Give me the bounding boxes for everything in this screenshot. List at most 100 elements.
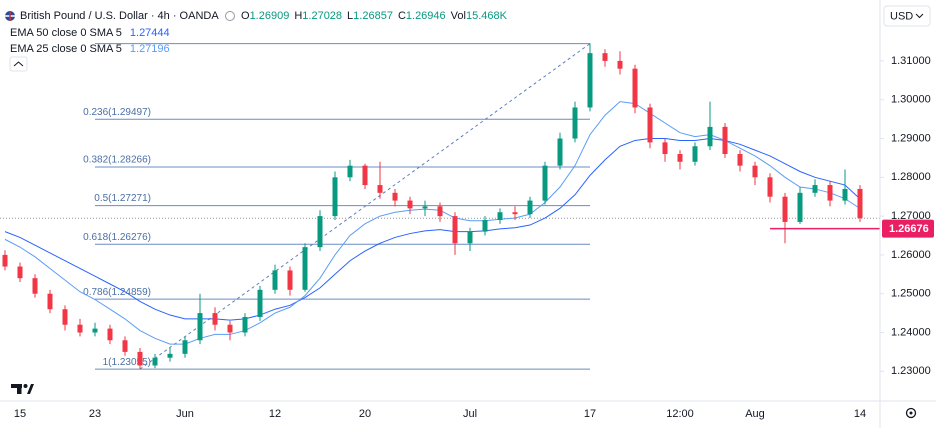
legend-key: Vol — [451, 10, 466, 22]
candle-body — [587, 53, 593, 108]
candle-body — [92, 328, 98, 333]
x-tick-label: Jul — [463, 408, 477, 420]
price-label: 1.26676 — [889, 223, 929, 235]
x-tick-label: 20 — [359, 408, 371, 420]
candle-body — [707, 126, 713, 147]
y-tick-label: 1.27000 — [891, 210, 931, 222]
tradingview-logo — [11, 384, 34, 394]
candle-body — [302, 247, 308, 290]
candle-body — [662, 142, 668, 155]
candle-body — [407, 200, 413, 209]
candle-body — [542, 165, 548, 201]
fib-label: 0.786(1.24859) — [83, 287, 151, 298]
candle-body — [782, 196, 788, 222]
legend-value: 1.27028 — [302, 10, 342, 22]
candle-body — [512, 212, 518, 215]
x-tick-label: 14 — [854, 408, 866, 420]
x-tick-label: 12 — [269, 408, 281, 420]
candle-body — [632, 68, 638, 108]
candle-body — [602, 53, 608, 61]
candle-body — [242, 316, 248, 333]
candle-body — [32, 278, 38, 294]
market-status — [225, 11, 235, 21]
candle-body — [182, 340, 188, 354]
plot-area: 1.23000 1.24000 1.25000 1.26000 1.27000 1.280… — [0, 43, 934, 420]
currency-button[interactable] — [883, 5, 931, 27]
candle-body — [467, 231, 473, 244]
candle-body — [47, 293, 53, 310]
collapse-button[interactable] — [9, 56, 28, 72]
x-tick-label: Jun — [176, 408, 194, 420]
settings-icon[interactable] — [905, 407, 917, 419]
candle-body — [422, 206, 428, 209]
candle-body — [752, 165, 758, 178]
legend-value: 1.26909 — [250, 10, 290, 22]
collapse-icon — [13, 61, 24, 67]
settings-icon — [909, 411, 913, 415]
candle-body — [452, 216, 458, 244]
candle-body — [767, 177, 773, 197]
y-tick-label: 1.24000 — [891, 326, 931, 338]
candle-body — [677, 154, 683, 162]
candle-body — [572, 107, 578, 139]
candle-body — [557, 138, 563, 166]
currency-label[interactable]: USD — [890, 10, 913, 22]
candle-body — [392, 192, 398, 201]
candle-body — [842, 188, 848, 201]
fib-label: 1(1.23055) — [103, 357, 151, 368]
candle-body — [152, 357, 158, 366]
candle-body — [332, 177, 338, 217]
ohlc-legend: O1.26909 H1.27028 L1.26857 C1.26946 Vol15.46… — [241, 10, 508, 22]
candle-body — [257, 289, 263, 317]
candle-body — [827, 185, 833, 201]
fib-label: 0.5(1.27271) — [94, 193, 151, 204]
candle-body — [77, 324, 83, 333]
legend-value: 15.468K — [466, 10, 508, 22]
x-tick-label: 23 — [89, 408, 101, 420]
candle-body — [317, 216, 323, 248]
candle-body — [527, 200, 533, 215]
price-label-box — [882, 219, 934, 238]
candle-body — [197, 313, 203, 341]
x-tick-label: 15 — [14, 408, 26, 420]
y-tick-label: 1.28000 — [891, 171, 931, 183]
candle-body — [137, 351, 143, 366]
symbol-title[interactable]: British Pound / U.S. Dollar · 4h · OANDA — [20, 10, 219, 22]
legend-key: L — [347, 10, 353, 22]
candle-body — [437, 206, 443, 217]
logo-part — [11, 384, 22, 388]
logo-part — [23, 384, 28, 388]
x-tick-label: 17 — [584, 408, 596, 420]
ema-line — [4, 101, 861, 345]
candle-body — [212, 313, 218, 325]
candle-body — [272, 270, 278, 290]
fib-label: 0.236(1.29497) — [83, 107, 151, 118]
candle-body — [482, 219, 488, 232]
logo-part — [27, 384, 34, 394]
candle-body — [107, 328, 113, 341]
fib-label: 0.382(1.28266) — [83, 155, 151, 166]
indicator-legend[interactable]: EMA 50 close 0 SMA 5 1.27444 — [10, 27, 170, 39]
candle-body — [497, 212, 503, 220]
x-tick-label: Aug — [745, 408, 765, 420]
candle-body — [167, 353, 173, 358]
y-tick-label: 1.23000 — [891, 365, 931, 377]
indicator-name: EMA 50 close 0 SMA 5 — [10, 27, 122, 39]
legend-key: H — [294, 10, 302, 22]
candle-body — [17, 266, 23, 279]
candle-body — [287, 270, 293, 290]
y-tick-label: 1.30000 — [891, 94, 931, 106]
candle-body — [692, 146, 698, 162]
candle-body — [722, 126, 728, 155]
candle-body — [797, 192, 803, 222]
candle-body — [737, 154, 743, 166]
legend-value: 1.26857 — [353, 10, 393, 22]
indicator-name: EMA 25 close 0 SMA 5 — [10, 43, 122, 55]
candle-body — [122, 340, 128, 352]
candle-body — [347, 165, 353, 178]
indicator-legend[interactable]: EMA 25 close 0 SMA 5 1.27196 — [10, 43, 170, 55]
legend-value: 1.26946 — [406, 10, 446, 22]
